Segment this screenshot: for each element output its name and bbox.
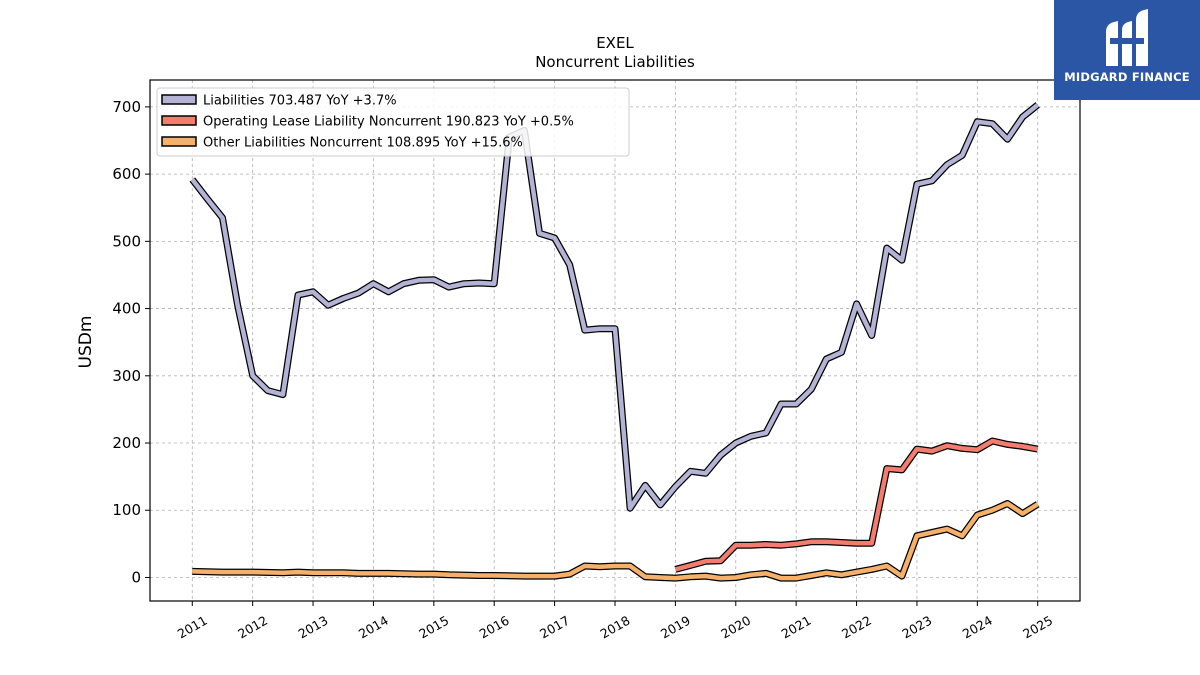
y-tick-label: 0 [131, 568, 141, 586]
y-tick-label: 700 [112, 98, 141, 116]
x-tick-label: 2018 [597, 613, 632, 642]
x-tick-label: 2020 [718, 613, 753, 642]
legend-swatch [161, 115, 197, 126]
series-line-1 [674, 438, 1039, 572]
x-tick-label: 2015 [416, 613, 451, 642]
series-line-0 [190, 103, 1040, 511]
y-tick-label: 100 [112, 501, 141, 519]
x-tick-label: 2024 [960, 613, 995, 642]
x-tick-label: 2011 [175, 613, 210, 642]
y-tick-label: 400 [112, 300, 141, 318]
x-tick-label: 2023 [899, 613, 934, 642]
chart-title: EXEL [596, 34, 634, 52]
legend-swatch [161, 136, 197, 147]
y-tick-label: 300 [112, 367, 141, 385]
x-tick-label: 2016 [477, 613, 512, 642]
y-axis-label: USDm [76, 316, 96, 369]
legend-label: Other Liabilities Noncurrent 108.895 YoY… [203, 136, 523, 151]
x-tick-label: 2021 [779, 613, 814, 642]
chart-subtitle: Noncurrent Liabilities [535, 53, 695, 71]
x-tick-label: 2013 [296, 613, 331, 642]
x-tick-label: 2025 [1020, 613, 1055, 642]
series-line-2 [192, 501, 1039, 581]
axes: 0 100 200 300 400 500 600 700 2011 2012 2013 2014 20… [112, 79, 1081, 642]
brand-logo: MIDGARD FINANCE [1054, 0, 1200, 100]
legend-label: Operating Lease Liability Noncurrent 190… [203, 115, 574, 130]
y-tick-label: 200 [112, 434, 141, 452]
x-tick-label: 2022 [839, 613, 874, 642]
plot-lines [189, 102, 1040, 582]
logo-mark-icon [1106, 9, 1148, 66]
legend: Liabilities 703.487 YoY +3.7% Operating L… [156, 87, 630, 157]
x-tick-label: 2012 [235, 613, 270, 642]
logo-text: MIDGARD FINANCE [1064, 70, 1190, 84]
legend-label: Liabilities 703.487 YoY +3.7% [203, 94, 397, 109]
legend-box [156, 87, 630, 157]
x-tick-label: 2014 [356, 613, 391, 642]
x-tick-label: 2019 [658, 613, 693, 642]
x-tick-label: 2017 [537, 613, 572, 642]
legend-swatch [161, 94, 197, 105]
y-tick-label: 500 [112, 232, 141, 250]
y-tick-label: 600 [112, 165, 141, 183]
grid [150, 80, 1080, 601]
